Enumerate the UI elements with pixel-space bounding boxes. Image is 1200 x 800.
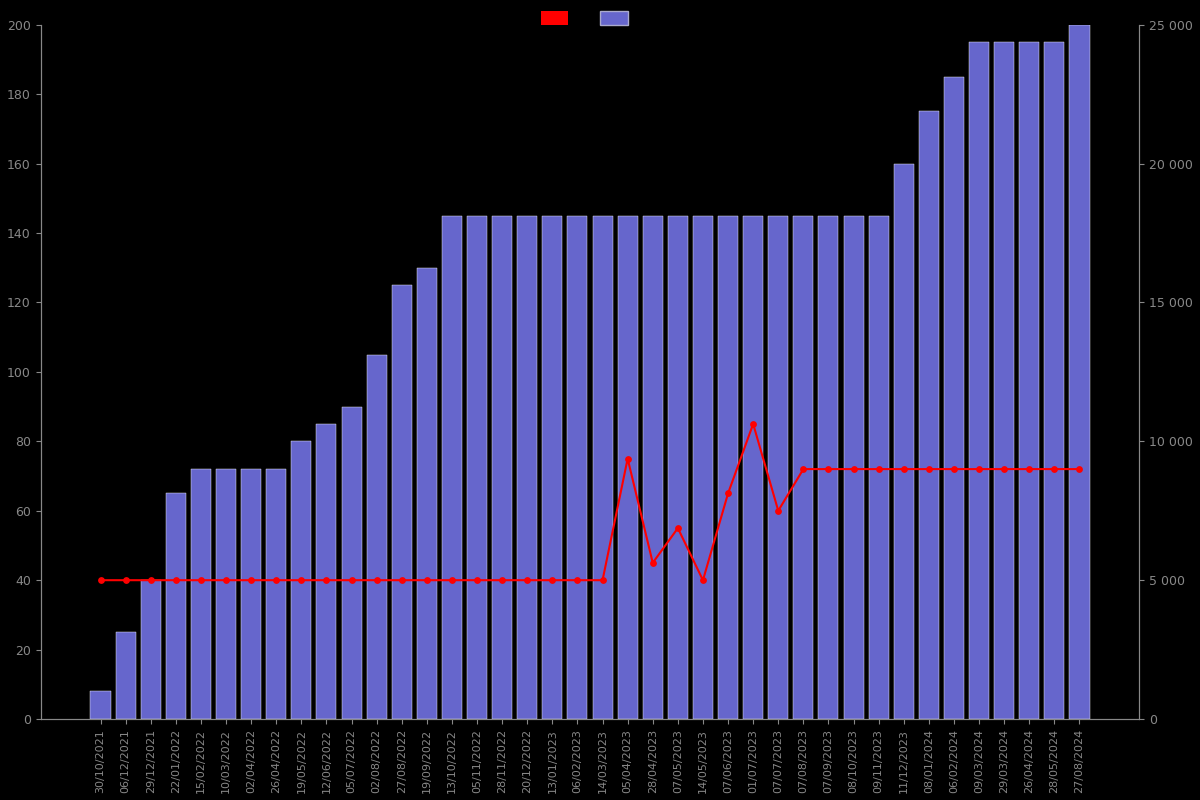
Bar — [442, 216, 462, 719]
Bar — [944, 77, 964, 719]
Point — [1045, 462, 1064, 475]
Bar — [743, 216, 763, 719]
Bar — [793, 216, 814, 719]
Bar — [317, 424, 336, 719]
Bar — [718, 216, 738, 719]
Bar — [1069, 25, 1090, 719]
Point — [292, 574, 311, 586]
Point — [643, 557, 662, 570]
Bar — [970, 42, 989, 719]
Point — [995, 462, 1014, 475]
Point — [793, 462, 812, 475]
Point — [744, 418, 763, 430]
Point — [167, 574, 186, 586]
Bar — [618, 216, 637, 719]
Point — [418, 574, 437, 586]
Point — [542, 574, 562, 586]
Point — [593, 574, 612, 586]
Point — [894, 462, 913, 475]
Bar — [668, 216, 688, 719]
Bar — [768, 216, 788, 719]
Bar — [568, 216, 588, 719]
Point — [468, 574, 487, 586]
Point — [919, 462, 938, 475]
Point — [694, 574, 713, 586]
Bar — [342, 406, 361, 719]
Bar — [818, 216, 839, 719]
Bar — [467, 216, 487, 719]
Point — [517, 574, 536, 586]
Bar — [919, 111, 938, 719]
Bar — [166, 494, 186, 719]
Point — [91, 574, 110, 586]
Bar — [692, 216, 713, 719]
Bar — [391, 285, 412, 719]
Bar — [844, 216, 864, 719]
Bar — [542, 216, 563, 719]
Point — [492, 574, 511, 586]
Point — [568, 574, 587, 586]
Bar — [593, 216, 612, 719]
Bar — [140, 580, 161, 719]
Bar — [191, 469, 211, 719]
Point — [342, 574, 361, 586]
Point — [216, 574, 235, 586]
Point — [769, 504, 788, 517]
Point — [392, 574, 412, 586]
Legend: , : , — [534, 4, 647, 33]
Bar — [292, 442, 311, 719]
Bar — [492, 216, 512, 719]
Bar — [1019, 42, 1039, 719]
Point — [241, 574, 260, 586]
Point — [944, 462, 964, 475]
Bar — [90, 691, 110, 719]
Point — [191, 574, 210, 586]
Point — [317, 574, 336, 586]
Bar — [115, 632, 136, 719]
Bar — [869, 216, 889, 719]
Bar — [1044, 42, 1064, 719]
Bar — [517, 216, 538, 719]
Point — [142, 574, 161, 586]
Point — [844, 462, 863, 475]
Bar — [266, 469, 287, 719]
Point — [443, 574, 462, 586]
Bar — [241, 469, 262, 719]
Bar — [367, 354, 386, 719]
Point — [719, 487, 738, 500]
Bar — [643, 216, 662, 719]
Bar — [894, 163, 914, 719]
Point — [970, 462, 989, 475]
Point — [1020, 462, 1039, 475]
Bar — [416, 268, 437, 719]
Point — [1070, 462, 1090, 475]
Point — [116, 574, 136, 586]
Point — [266, 574, 286, 586]
Point — [668, 522, 688, 534]
Point — [618, 452, 637, 465]
Point — [367, 574, 386, 586]
Bar — [994, 42, 1014, 719]
Point — [818, 462, 838, 475]
Bar — [216, 469, 236, 719]
Point — [869, 462, 888, 475]
